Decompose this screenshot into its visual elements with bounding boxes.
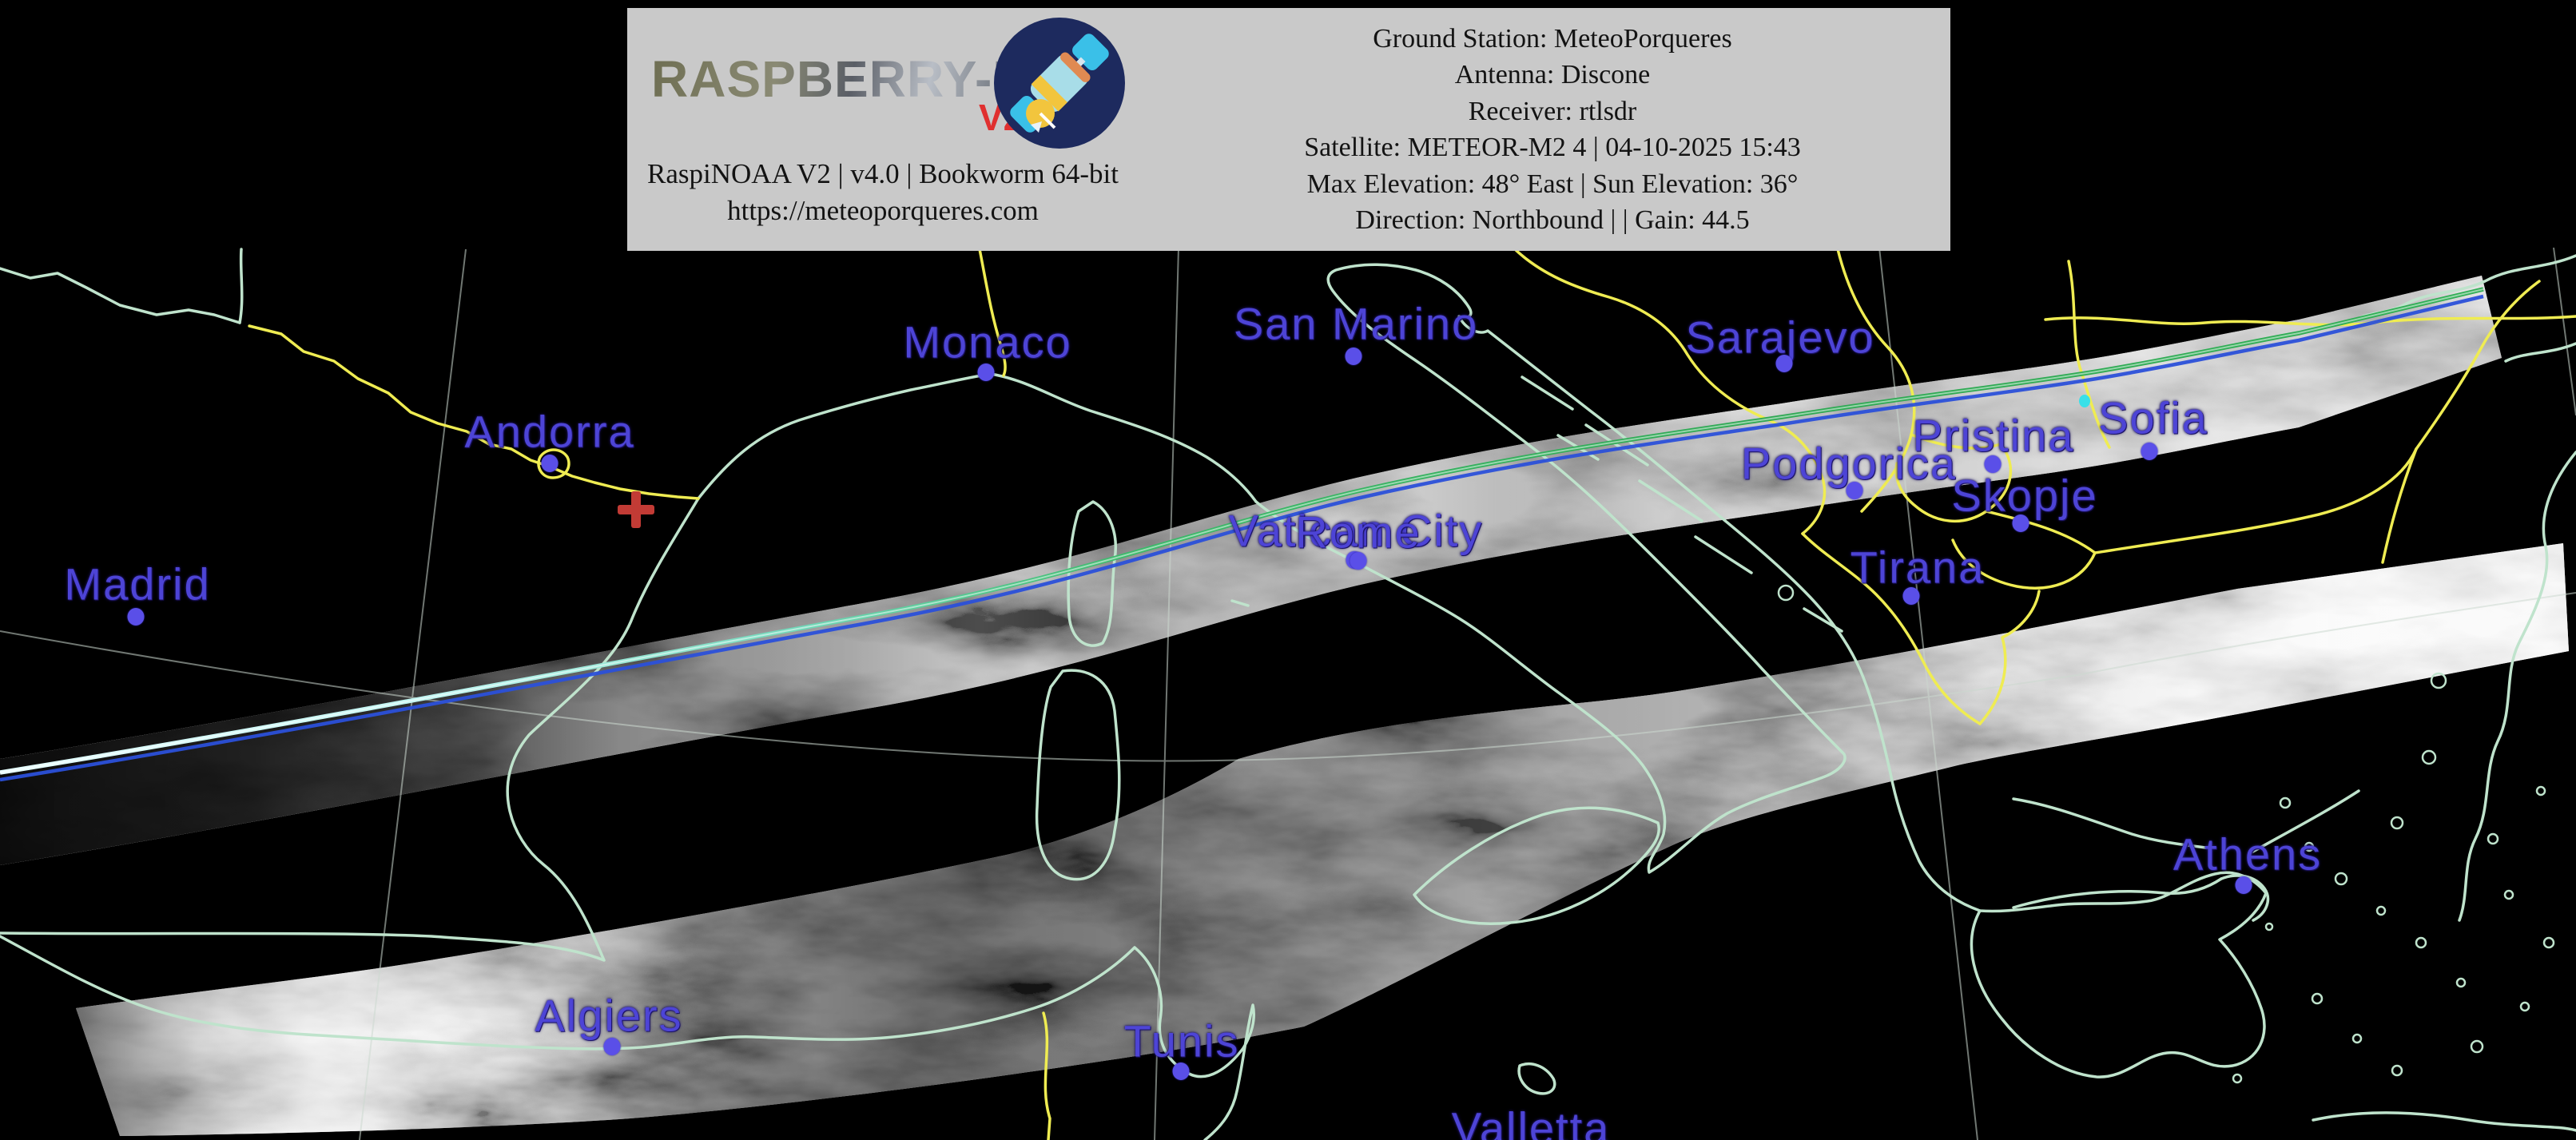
- city-dot: [1172, 1063, 1190, 1080]
- city-label: Podgorica: [1740, 438, 1958, 489]
- city-dot: [977, 363, 995, 381]
- header-left-column: RASPBERRY-NOAA V2: [627, 8, 1155, 251]
- header-info-column: Ground Station: MeteoPorqueres Antenna: …: [1155, 8, 1950, 251]
- city-dot: [2141, 443, 2158, 460]
- ground-station-line: Ground Station: MeteoPorqueres: [1373, 23, 1732, 54]
- city-label: Skopje: [1951, 470, 2098, 521]
- station-marker-icon: [618, 491, 654, 528]
- city-dot: [1775, 355, 1793, 372]
- satellite-icon: [994, 18, 1125, 149]
- satellite-pass-line: Satellite: METEOR-M2 4 | 04-10-2025 15:4…: [1304, 133, 1801, 162]
- city-dot: [1984, 455, 2002, 473]
- city-label: Monaco: [903, 316, 1072, 367]
- city-dot: [603, 1038, 621, 1055]
- capture-info-header: RASPBERRY-NOAA V2: [627, 8, 1950, 251]
- city-label: Sarajevo: [1685, 312, 1875, 363]
- city-label: Tirana: [1850, 542, 1986, 593]
- city-label: Madrid: [64, 558, 211, 610]
- city-dot: [2012, 514, 2029, 532]
- city-dot: [541, 455, 559, 472]
- city-label: Vatican City: [1228, 505, 1484, 556]
- city-label: Algiers: [535, 990, 683, 1041]
- country-borders: [248, 248, 2576, 1140]
- city-label: Valletta: [1451, 1102, 1611, 1140]
- raspberry-noaa-logo: RASPBERRY-NOAA V2: [627, 8, 1155, 156]
- city-label: Sofia: [2098, 392, 2208, 443]
- city-label: Pristina: [1912, 410, 2075, 461]
- city-dot: [1902, 587, 1920, 605]
- city-dot: [1350, 552, 1367, 570]
- aegean-islands: [1777, 584, 2555, 1084]
- telemetry-speck: [2079, 395, 2090, 407]
- city-label: Tunis: [1123, 1015, 1240, 1067]
- city-label: Rome: [1295, 506, 1421, 558]
- receiver-line: Receiver: rtlsdr: [1468, 96, 1637, 126]
- graticule-lines: [0, 247, 2576, 1140]
- lower-swath-image: [76, 543, 2569, 1136]
- app-version-line: RaspiNOAA V2 | v4.0 | Bookworm 64-bit: [647, 158, 1119, 189]
- city-dot: [1846, 482, 1863, 499]
- city-dot: [2235, 876, 2252, 894]
- elevation-line: Max Elevation: 48° East | Sun Elevation:…: [1306, 169, 1799, 199]
- station-url: https://meteoporqueres.com: [727, 195, 1039, 226]
- city-dot: [1345, 348, 1362, 365]
- antenna-line: Antenna: Discone: [1454, 60, 1651, 89]
- station-marker-bar: [631, 491, 641, 528]
- city-label: Andorra: [464, 406, 635, 457]
- city-label: Athens: [2173, 828, 2323, 880]
- city-label: San Marino: [1233, 298, 1479, 349]
- direction-gain-line: Direction: Northbound | | Gain: 44.5: [1355, 205, 1750, 235]
- city-dot: [127, 608, 145, 626]
